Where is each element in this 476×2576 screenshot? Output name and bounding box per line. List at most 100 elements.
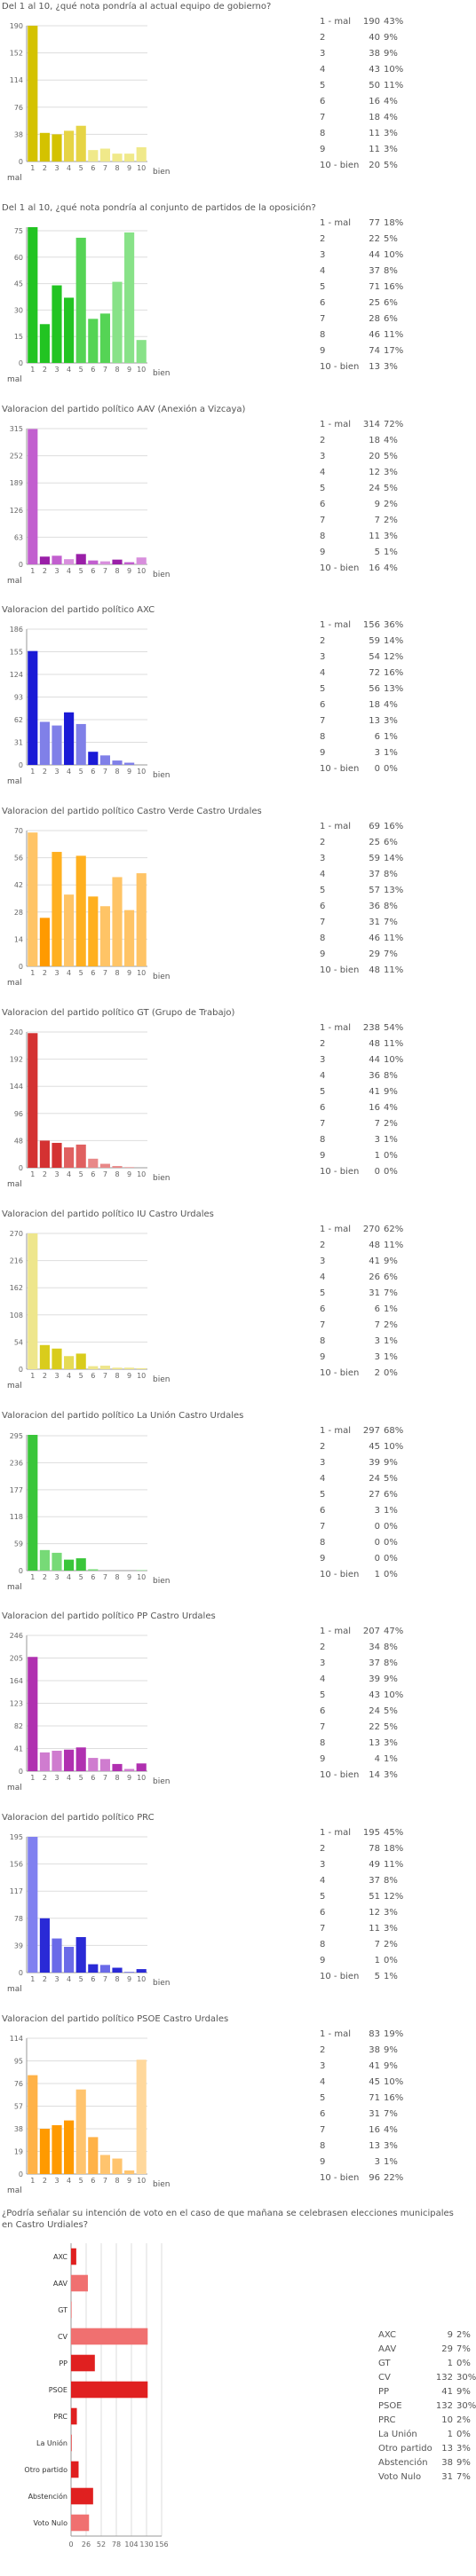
y-tick-label: 236 (10, 1459, 23, 1467)
x-tick-label: 3 (54, 1774, 59, 1782)
bar (124, 1972, 135, 1973)
y-tick-label: 48 (14, 1137, 23, 1145)
bar (28, 1233, 38, 1369)
stats-percent: 3% (384, 1924, 398, 1934)
stats-label: 8 (320, 129, 326, 138)
bar (39, 1918, 50, 1973)
y-tick-label: 270 (10, 1230, 23, 1238)
stats-row: 6 6 1% (320, 1303, 476, 1319)
bar (71, 2248, 76, 2265)
stats-count: 14 (369, 1770, 380, 1781)
question-title: Del 1 al 10, ¿qué nota pondría al conjun… (2, 202, 316, 213)
stats-count: 46 (369, 329, 380, 340)
stats-percent: 2% (384, 1940, 398, 1950)
x-tick-label: 10 (137, 164, 146, 172)
x-tick-label: 5 (79, 366, 83, 374)
bar (112, 760, 123, 766)
bar (71, 2487, 93, 2505)
stats-row: CV 132 30% (378, 2372, 476, 2386)
stats-row: 10 - bien 0 0% (320, 1165, 476, 1181)
y-tick-label: 59 (14, 1540, 23, 1548)
x-tick-label: 7 (103, 1774, 107, 1782)
stats-percent: 9% (456, 2387, 471, 2397)
stats-row: 3 37 8% (320, 1657, 476, 1673)
stats-count: 51 (369, 1892, 380, 1902)
stats-row: 8 11 3% (320, 127, 476, 143)
stats-row: 2 48 11% (320, 1037, 476, 1053)
stats-label: 10 - bien (320, 1167, 360, 1177)
x-tick-label: 26 (82, 2541, 91, 2548)
stats-label: 7 (320, 2125, 326, 2135)
stats-label: 2 (320, 1844, 326, 1855)
stats-count: 38 (369, 49, 380, 59)
stats-row: 10 - bien 13 3% (320, 360, 476, 376)
stats-label: 1 - mal (320, 217, 351, 228)
stats-percent: 3% (384, 716, 398, 727)
question-block: Valoracion del partido político PP Castr… (0, 1611, 476, 1816)
stats-label: La Unión (378, 2430, 417, 2439)
bar (112, 1764, 123, 1772)
stats-percent: 10% (384, 1690, 404, 1701)
stats-label: 4 (320, 2077, 326, 2087)
stats-count: 18 (369, 113, 380, 122)
stats-row: 8 13 3% (320, 1737, 476, 1753)
rating-stats-table: 1 - mal 207 47% 2 34 8% 3 37 8% 4 39 9% 5 43 10% 6 24 5% 7… (320, 1625, 476, 1784)
stats-percent: 4% (384, 563, 398, 573)
stats-label: 1 - mal (320, 1425, 351, 1436)
stats-row: 1 - mal 297 68% (320, 1424, 476, 1440)
stats-row: 8 46 11% (320, 328, 476, 344)
y-tick-label: 0 (19, 2170, 23, 2178)
stats-count: 71 (369, 2093, 380, 2103)
stats-percent: 9% (384, 1457, 398, 1468)
stats-row: 10 - bien 0 0% (320, 762, 476, 778)
y-tick-label: 96 (14, 1110, 23, 1118)
x-tick-label: 4 (67, 969, 71, 977)
x-tick-label: 7 (103, 768, 107, 776)
stats-row: 9 5 1% (320, 546, 476, 562)
stats-label: 9 (320, 1151, 326, 1161)
x-tick-label: 10 (137, 2177, 146, 2185)
stats-percent: 1% (384, 1351, 398, 1362)
stats-count: 10 (441, 2415, 453, 2425)
y-tick-label: 0 (19, 158, 23, 166)
stats-row: 6 16 4% (320, 95, 476, 111)
stats-count: 238 (362, 1023, 380, 1033)
stats-count: 22 (369, 1722, 380, 1733)
x-tick-label: 4 (67, 1774, 71, 1782)
x-tick-label: 104 (124, 2541, 138, 2548)
stats-label: 9 (320, 145, 326, 154)
stats-count: 41 (441, 2387, 453, 2397)
stats-row: 6 25 6% (320, 296, 476, 312)
stats-percent: 6% (384, 1272, 398, 1282)
x-tick-label: 5 (79, 2177, 83, 2185)
stats-row: 7 28 6% (320, 312, 476, 328)
bar (52, 1938, 62, 1973)
y-tick-label: 152 (10, 50, 23, 58)
bar (52, 285, 62, 363)
stats-percent: 10% (384, 249, 404, 260)
stats-row: 6 18 4% (320, 698, 476, 714)
y-tick-label: 39 (14, 1942, 23, 1950)
stats-percent: 47% (384, 1627, 404, 1637)
stats-count: 2 (374, 1367, 380, 1378)
x-tick-label: 4 (67, 366, 71, 374)
stats-label: 5 (320, 2093, 326, 2103)
bar (136, 873, 147, 967)
stats-percent: 8% (384, 870, 398, 880)
stats-row: 4 36 8% (320, 1069, 476, 1085)
stats-row: 8 46 11% (320, 932, 476, 948)
y-tick-label: 0 (19, 1768, 23, 1776)
x-tick-label: 9 (127, 1975, 131, 1983)
stats-percent: 2% (384, 499, 398, 509)
bar (28, 1837, 38, 1973)
stats-count: 156 (362, 620, 380, 631)
x-tick-label: 10 (137, 1975, 146, 1983)
y-tick-label: 41 (14, 1745, 23, 1753)
stats-percent: 11% (384, 329, 404, 340)
x-tick-label: 9 (127, 2177, 131, 2185)
stats-percent: 4% (384, 97, 398, 106)
stats-percent: 8% (384, 902, 398, 912)
stats-count: 48 (369, 965, 380, 976)
stats-count: 0 (374, 1537, 380, 1548)
stats-label: 1 - mal (320, 1224, 351, 1234)
